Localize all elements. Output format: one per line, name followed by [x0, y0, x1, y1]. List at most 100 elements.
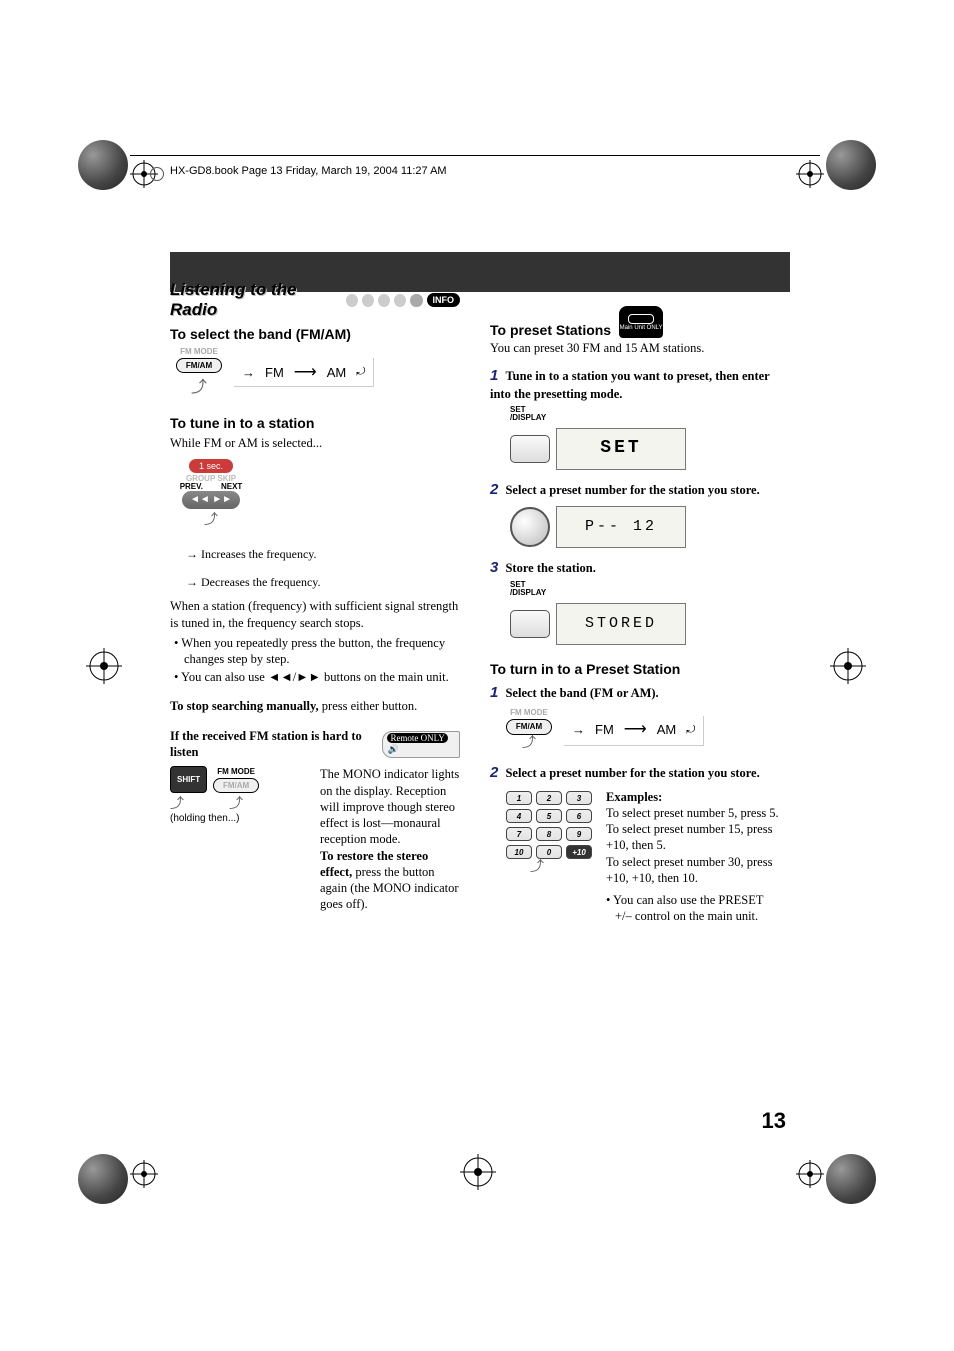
fm-mode-label: FM MODE — [506, 709, 552, 717]
header-text: HX-GD8.book Page 13 Friday, March 19, 20… — [170, 165, 447, 177]
display-label: /DISPLAY — [510, 589, 780, 597]
example-text: To select preset number 15, press +10, t… — [606, 821, 780, 854]
fm-label: FM — [265, 365, 284, 380]
key-6[interactable]: 6 — [566, 809, 592, 823]
step-number: 2 — [490, 764, 498, 781]
crosshair-bl — [130, 1160, 158, 1188]
press-indicator-icon: ⤴ — [213, 793, 259, 813]
lcd-display: P-- 12 — [556, 506, 686, 548]
am-label: AM — [327, 365, 347, 380]
decor-dot — [378, 294, 390, 307]
press-indicator-icon: ⤴ — [176, 509, 246, 529]
lcd-display: STORED — [556, 603, 686, 645]
loop-icon: ⤾ — [686, 723, 695, 737]
step-text: Select a preset number for the station y… — [505, 766, 759, 780]
fm-am-button[interactable]: FM/AM — [506, 719, 552, 735]
decor-dot — [410, 294, 422, 307]
step-number: 2 — [490, 481, 498, 498]
decor-dot — [362, 294, 374, 307]
increase-freq-note: → Increases the frequency. — [186, 547, 320, 563]
decor-dot — [346, 294, 358, 307]
set-display-button[interactable] — [510, 610, 550, 638]
key-1[interactable]: 1 — [506, 791, 532, 805]
prev-label: PREV. — [180, 483, 203, 491]
step-number: 3 — [490, 559, 498, 576]
numeric-keypad: 1 2 3 4 5 6 7 8 9 10 0 +10 — [506, 791, 592, 859]
press-indicator-icon: ⤴ — [506, 735, 552, 753]
key-4[interactable]: 4 — [506, 809, 532, 823]
subsection-preset: To preset Stations — [490, 322, 611, 338]
key-0[interactable]: 0 — [536, 845, 562, 859]
display-label: /DISPLAY — [510, 414, 780, 422]
bullet-item: When you repeatedly press the button, th… — [174, 635, 460, 668]
section-title: Listening to the Radio — [170, 280, 336, 320]
key-8[interactable]: 8 — [536, 827, 562, 841]
step-number: 1 — [490, 684, 498, 701]
decrease-freq-note: → Decreases the frequency. — [186, 575, 320, 591]
restore-stereo-text: To restore the stereo effect, press the … — [320, 848, 460, 913]
key-9[interactable]: 9 — [566, 827, 592, 841]
fm-am-button[interactable]: FM/AM — [176, 358, 222, 373]
key-3[interactable]: 3 — [566, 791, 592, 805]
preset-knob[interactable] — [510, 507, 550, 547]
fm-label: FM — [595, 722, 614, 739]
set-label: SET — [510, 406, 780, 414]
arrow-icon: ⟶ — [624, 720, 647, 741]
set-label: SET — [510, 581, 780, 589]
key-2[interactable]: 2 — [536, 791, 562, 805]
header-rule — [130, 155, 820, 156]
preset-intro: You can preset 30 FM and 15 AM stations. — [490, 340, 780, 356]
hard-to-listen-heading: If the received FM station is hard to li… — [170, 728, 374, 761]
step-text: Select a preset number for the station y… — [505, 483, 759, 497]
bullet-item: You can also use ◄◄/►► buttons on the ma… — [174, 669, 460, 685]
crosshair-br — [796, 1160, 824, 1188]
step-text: Store the station. — [505, 561, 595, 575]
print-bead-tr — [826, 140, 876, 190]
key-5[interactable]: 5 — [536, 809, 562, 823]
subsection-turn-preset: To turn in to a Preset Station — [490, 661, 780, 677]
page-number: 13 — [762, 1108, 786, 1134]
tune-intro: While FM or AM is selected... — [170, 435, 460, 451]
shift-button[interactable]: SHIFT — [170, 766, 207, 793]
main-unit-only-badge: Main Unit ONLY — [619, 306, 663, 338]
example-text: To select preset number 30, press +10, +… — [606, 854, 780, 887]
press-indicator-icon: ⤴ — [170, 793, 207, 813]
crosshair-right — [830, 648, 866, 684]
arrow-icon: ⟶ — [294, 362, 317, 382]
key-10[interactable]: 10 — [506, 845, 532, 859]
decor-dot — [394, 294, 406, 307]
subsection-select-band: To select the band (FM/AM) — [170, 326, 460, 342]
lcd-display: SET — [556, 428, 686, 470]
tune-stop-text: When a station (frequency) with sufficie… — [170, 598, 460, 631]
example-text: To select preset number 5, press 5. — [606, 805, 780, 821]
key-7[interactable]: 7 — [506, 827, 532, 841]
remote-only-badge: Remote ONLY 🔊 — [382, 731, 460, 758]
holding-then-label: (holding then...) — [170, 813, 310, 824]
fm-mode-label: FM MODE — [176, 348, 222, 356]
key-plus10[interactable]: +10 — [566, 845, 592, 859]
header-gear — [150, 167, 164, 181]
step-text: Select the band (FM or AM). — [505, 686, 658, 700]
arrow-icon: → — [572, 722, 585, 739]
print-bead-br — [826, 1154, 876, 1204]
stop-search-text: To stop searching manually, press either… — [170, 698, 460, 714]
one-sec-pill: 1 sec. — [189, 459, 233, 473]
step-text: Tune in to a station you want to preset,… — [490, 369, 770, 401]
info-pill: INFO — [427, 293, 461, 307]
print-bead-tl — [78, 140, 128, 190]
example-note: • You can also use the PRESET +/– contro… — [606, 892, 780, 925]
band-flow: → FM ⟶ AM ⤾ — [564, 716, 704, 746]
subsection-tune: To tune in to a station — [170, 415, 460, 431]
am-label: AM — [657, 722, 677, 739]
print-bead-bl — [78, 1154, 128, 1204]
arrow-icon: → — [186, 575, 198, 589]
seek-prev-next-button[interactable]: ◄◄ ►► — [182, 491, 240, 509]
fm-mode-label: FM MODE — [213, 768, 259, 776]
fm-am-button[interactable]: FM/AM — [213, 778, 259, 793]
press-indicator-icon: ⤴ — [530, 859, 592, 877]
arrow-icon: → — [186, 547, 198, 561]
press-indicator-icon: ⤴ — [176, 373, 222, 397]
crosshair-left — [86, 648, 122, 684]
set-display-button[interactable] — [510, 435, 550, 463]
step-number: 1 — [490, 367, 498, 384]
